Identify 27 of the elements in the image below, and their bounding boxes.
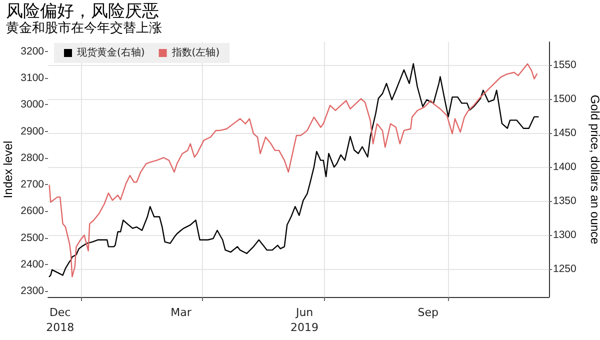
y2-tick-label: 1400 bbox=[553, 161, 577, 174]
x-tick-label: Dec 2018 bbox=[46, 306, 74, 334]
y-tick-label: 2400 bbox=[20, 258, 44, 270]
y-tick-label: 2500 bbox=[20, 232, 44, 244]
legend-label: 现货黄金(右轴) bbox=[77, 46, 145, 58]
y-tick-label: 2700 bbox=[20, 178, 44, 191]
x-tick-label: Sep bbox=[418, 306, 438, 319]
y-tick-label: 3000 bbox=[20, 98, 44, 111]
y-tick-label: 2800 bbox=[20, 152, 44, 164]
y2-tick-label: 1300 bbox=[553, 229, 577, 242]
y-tick-label: 3200 bbox=[20, 45, 44, 58]
y2-axis-title: Gold price, dollars an ounce bbox=[588, 94, 600, 245]
x-tick-label: Mar bbox=[170, 306, 192, 319]
y-tick-label: 2600 bbox=[20, 205, 44, 218]
chart-title: 风险偏好，风险厌恶 bbox=[6, 2, 159, 22]
y2-tick-label: 1250 bbox=[553, 263, 577, 276]
legend-label: 指数(左轴) bbox=[170, 46, 220, 58]
x-tick-label: Jun 2019 bbox=[290, 306, 319, 334]
y-axis-title: Index level bbox=[1, 140, 15, 198]
y-tick-label: 3100 bbox=[20, 72, 44, 84]
y-tick-label: 2300 bbox=[20, 285, 44, 298]
y2-tick-label: 1350 bbox=[553, 195, 577, 208]
y2-tick-label: 1450 bbox=[553, 127, 577, 140]
y2-tick-label: 1500 bbox=[553, 93, 577, 106]
y-tick-label: 2900 bbox=[20, 125, 44, 138]
y2-tick-label: 1550 bbox=[553, 59, 577, 72]
chart-subtitle: 黄金和股市在今年交替上涨 bbox=[6, 20, 162, 36]
